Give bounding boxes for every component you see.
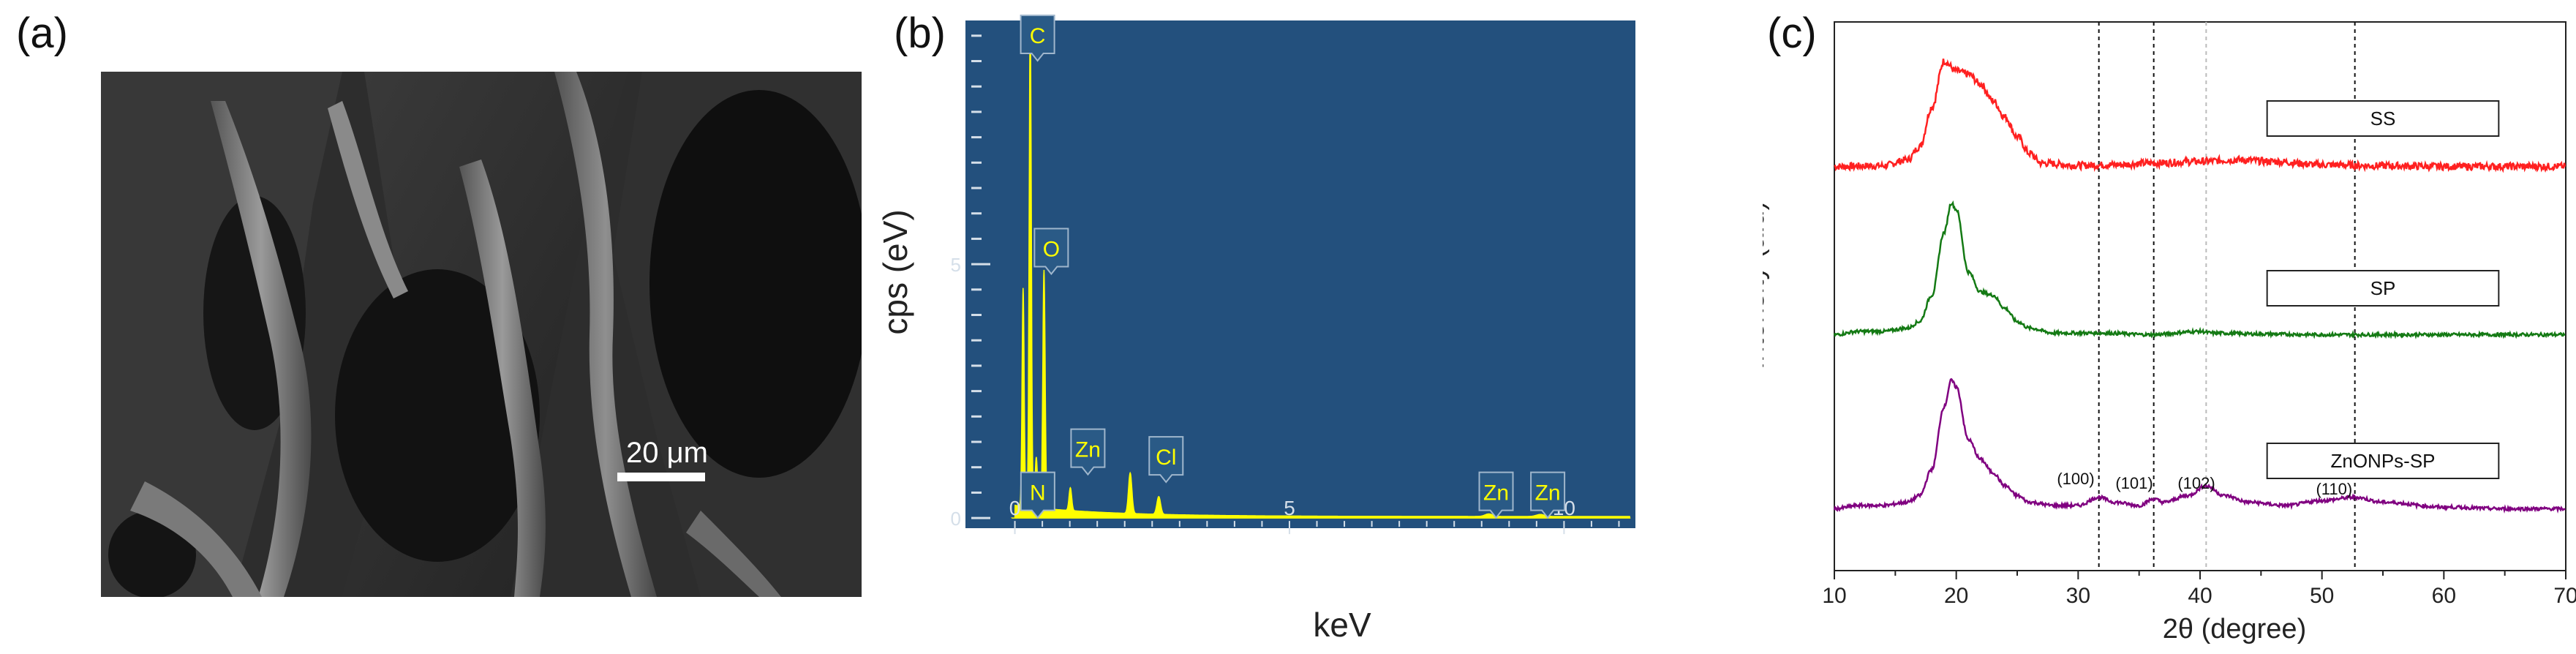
sem-micrograph: 20 μm (101, 72, 862, 597)
x-tick-label: 20 (1944, 584, 1968, 608)
x-tick-label: 30 (2066, 584, 2090, 608)
reflection-label: (110) (2316, 480, 2352, 498)
eds-spectrum-chart: 050510CNOZnClZnZn keV cps (eV) (876, 14, 1635, 644)
element-label: C (1030, 24, 1046, 48)
element-tag (1478, 471, 1514, 519)
legend-box (2266, 100, 2500, 137)
sem-fiber (328, 101, 408, 298)
y-tick-label: 0 (951, 508, 961, 530)
legend-box (2266, 270, 2500, 307)
element-tag (1020, 15, 1055, 62)
x-tick-label: 50 (2310, 584, 2334, 608)
sem-fiber (211, 101, 312, 597)
reflection-label: (100) (2057, 470, 2094, 488)
element-label: Zn (1535, 481, 1561, 505)
element-label: Zn (1075, 438, 1101, 462)
series-line (1834, 59, 2566, 173)
plot-background (965, 20, 1635, 528)
element-tag (1530, 471, 1566, 519)
y-tick-label: 5 (951, 254, 961, 276)
x-tick-label: 40 (2188, 584, 2212, 608)
element-label: N (1030, 481, 1046, 505)
x-axis-label: 2θ (degree) (2163, 614, 2306, 644)
y-axis-label: Intensity (a.u) (1763, 201, 1770, 369)
element-tag (1070, 428, 1106, 476)
element-label: Zn (1483, 481, 1509, 505)
scale-bar-label: 20 μm (626, 437, 708, 469)
sem-pore (335, 269, 540, 562)
reflection-label: (102) (2177, 474, 2215, 492)
xrd-pattern-chart: SS SP ZnONPs-SP (100) (101) (102) (110) 10 20 30 4… (1763, 21, 2576, 644)
series-line (1833, 377, 2566, 514)
sem-fiber (554, 72, 657, 597)
legend-label: SS (2370, 108, 2396, 129)
eds-spectrum-series (1011, 14, 1631, 519)
panel-label-c: (c) (1767, 10, 1817, 57)
scale-bar (617, 473, 705, 481)
x-tick-label: 10 (1822, 584, 1846, 608)
panel-label-b: (b) (894, 10, 946, 57)
sem-fiber (686, 511, 781, 597)
x-tick-label: 60 (2432, 584, 2456, 608)
element-label: O (1043, 238, 1060, 262)
x-tick-label: 0 (1009, 497, 1021, 519)
x-tick-label: 5 (1284, 497, 1295, 519)
sem-fiber (459, 159, 546, 597)
sem-pore (649, 90, 862, 478)
legend-label: ZnONPs-SP (2330, 450, 2435, 472)
panel-label-a: (a) (16, 10, 68, 57)
element-tag (1148, 436, 1184, 484)
legend-label: SP (2370, 277, 2396, 299)
x-tick-label: 70 (2553, 584, 2576, 608)
sem-fiber (130, 481, 262, 597)
element-label: Cl (1156, 446, 1176, 470)
element-tag (1033, 228, 1069, 276)
series-line (1833, 200, 2566, 339)
x-axis-label: keV (1313, 606, 1371, 644)
element-tag (1020, 471, 1055, 519)
sem-pore (108, 511, 196, 597)
y-axis-label: cps (eV) (876, 209, 914, 334)
legend-box (2266, 443, 2500, 479)
reflection-label: (101) (2115, 474, 2153, 492)
